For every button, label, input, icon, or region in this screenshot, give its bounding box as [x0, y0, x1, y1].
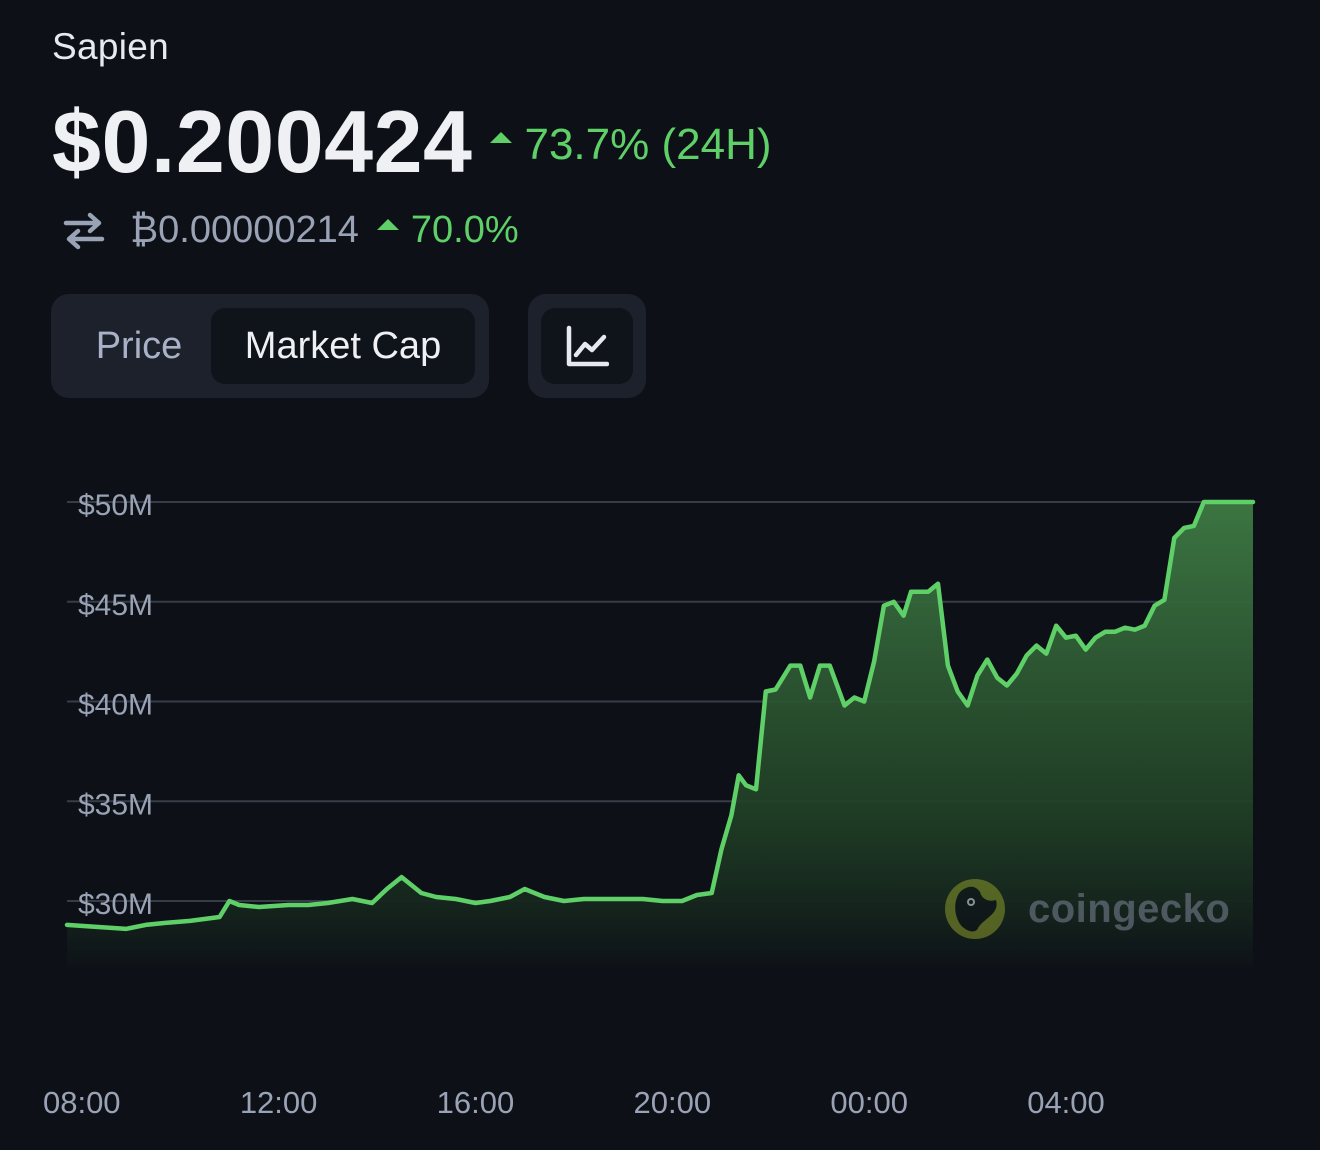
- btc-price: ₿0.00000214: [130, 208, 359, 251]
- x-axis: 08:00 12:00 16:00 20:00 00:00 04:00: [43, 1085, 1105, 1120]
- price-row: $0.200424 73.7% (24H): [52, 92, 772, 192]
- x-tick-label: 16:00: [437, 1085, 515, 1120]
- market-cap-line: [64, 499, 1256, 932]
- chart-type-selector: [528, 294, 646, 398]
- current-price: $0.200424: [52, 92, 473, 191]
- y-tick-label: $50M: [78, 489, 153, 522]
- coin-name: Sapien: [52, 26, 170, 67]
- x-tick-label: 20:00: [634, 1085, 712, 1120]
- x-tick-label: 00:00: [830, 1085, 908, 1120]
- x-tick-label: 12:00: [240, 1085, 318, 1120]
- y-tick-label: $40M: [78, 689, 153, 722]
- chart-metric-toggle: Price Market Cap: [51, 294, 489, 398]
- btc-price-change-value: 70.0%: [410, 208, 519, 251]
- coingecko-watermark-text: coingecko: [1028, 886, 1231, 931]
- price-change-24h-value: 73.7% (24H): [524, 120, 772, 169]
- y-tick-label: $45M: [78, 589, 153, 622]
- line-chart-button[interactable]: [541, 308, 633, 384]
- coingecko-logo-icon: [945, 879, 1005, 939]
- swap-arrows-icon[interactable]: [62, 208, 106, 252]
- triangle-up-icon: [490, 131, 513, 143]
- line-chart-icon: [566, 325, 609, 367]
- price-change-24h: 73.7% (24H): [490, 120, 772, 170]
- btc-price-row: ₿0.00000214 70.0%: [62, 200, 519, 260]
- tab-price[interactable]: Price: [95, 325, 183, 367]
- y-axis: $50M $45M $40M $35M $30M: [78, 489, 153, 921]
- btc-price-change: 70.0%: [376, 208, 519, 252]
- triangle-up-icon: [376, 218, 399, 230]
- market-cap-area: [67, 502, 1253, 970]
- coingecko-watermark: coingecko: [944, 878, 1230, 940]
- tab-market-cap[interactable]: Market Cap: [211, 308, 475, 384]
- market-cap-chart: $50M $45M $40M $35M $30M 08:00 12:00 16:00 20:0…: [43, 489, 1256, 1120]
- y-tick-label: $35M: [78, 788, 153, 821]
- x-tick-label: 04:00: [1027, 1085, 1105, 1120]
- y-tick-label: $30M: [78, 888, 153, 921]
- x-tick-label: 08:00: [43, 1085, 121, 1120]
- chart-area-layer: [64, 499, 1256, 970]
